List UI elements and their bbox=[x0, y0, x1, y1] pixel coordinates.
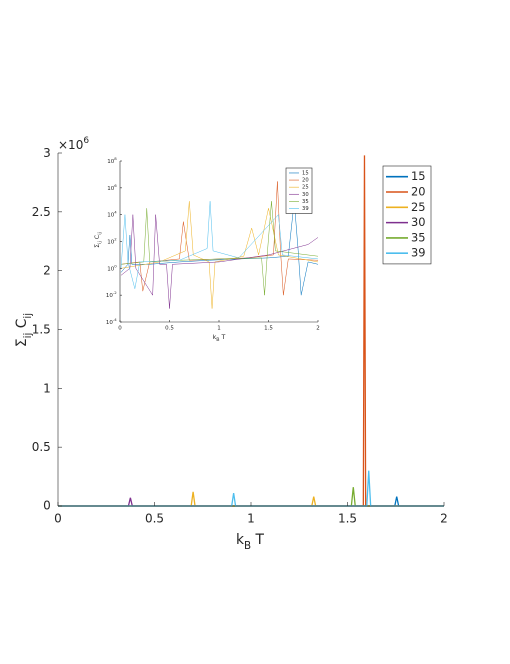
tick-exponent: 4 bbox=[114, 209, 117, 214]
tick-base: 10 bbox=[107, 239, 114, 245]
y-tick-label: 10-4 bbox=[106, 317, 117, 326]
y-tick-label: 106 bbox=[107, 182, 117, 191]
tick-base: 10 bbox=[106, 320, 113, 326]
y-tick-label: 108 bbox=[107, 156, 117, 165]
label-part: B bbox=[216, 337, 219, 343]
y-axis-label: Σij Cij bbox=[94, 232, 103, 248]
x-tick-label: 1.5 bbox=[338, 512, 357, 526]
legend-box bbox=[382, 165, 432, 265]
multiplier-exponent: 6 bbox=[83, 136, 89, 146]
legend-label: 20 bbox=[411, 185, 426, 199]
x-tick-label: 0.5 bbox=[145, 512, 164, 526]
legend-label: 15 bbox=[411, 169, 426, 183]
y-tick-label: 0.5 bbox=[32, 440, 51, 454]
tick-base: 1 bbox=[43, 381, 51, 395]
tick-exponent: -4 bbox=[113, 317, 117, 322]
x-axis-label: kB T bbox=[213, 334, 226, 343]
series-line bbox=[120, 201, 319, 289]
label-part: ij bbox=[97, 232, 103, 235]
label-part: B bbox=[244, 540, 251, 552]
y-tick-label: 2 bbox=[43, 263, 51, 277]
y-tick-label: 1 bbox=[43, 381, 51, 395]
x-tick-label: 1 bbox=[247, 512, 255, 526]
y-tick-label: 1.5 bbox=[32, 322, 51, 336]
tick-base: 0.5 bbox=[32, 440, 51, 454]
label-part: k bbox=[236, 532, 244, 548]
x-tick-label: 0 bbox=[118, 326, 122, 332]
y-tick-label: 10-2 bbox=[106, 290, 117, 299]
multiplier-base: ×10 bbox=[58, 138, 83, 152]
legend-label: 35 bbox=[411, 230, 426, 244]
legend-label: 25 bbox=[411, 200, 426, 214]
series-line bbox=[120, 201, 319, 296]
label-part: T bbox=[220, 334, 226, 341]
tick-base: 3 bbox=[43, 146, 51, 160]
label-part: ij bbox=[97, 241, 103, 244]
label-part: ij bbox=[22, 333, 34, 339]
inset-background bbox=[120, 161, 318, 322]
y-multiplier: ×106 bbox=[58, 136, 89, 152]
legend-label: 30 bbox=[302, 192, 309, 198]
series-line bbox=[58, 470, 444, 507]
tick-exponent: 0 bbox=[114, 263, 117, 268]
x-tick-label: 0.5 bbox=[165, 326, 174, 332]
tick-exponent: 8 bbox=[114, 156, 117, 161]
y-axis-label: Σij Cij bbox=[14, 313, 34, 347]
tick-base: 10 bbox=[107, 159, 114, 165]
y-tick-label: 2.5 bbox=[32, 204, 51, 218]
legend-label: 39 bbox=[302, 206, 309, 212]
y-tick-label: 100 bbox=[107, 263, 117, 272]
legend-label: 25 bbox=[302, 185, 309, 191]
x-tick-label: 0 bbox=[54, 512, 62, 526]
y-tick-label: 0 bbox=[43, 499, 51, 513]
label-part: ij bbox=[22, 313, 34, 319]
tick-exponent: -2 bbox=[113, 290, 117, 295]
label-part: Σ bbox=[14, 338, 30, 347]
series-line bbox=[120, 214, 319, 309]
legend-box bbox=[285, 167, 313, 214]
tick-base: 10 bbox=[107, 185, 114, 191]
x-tick-label: 2 bbox=[440, 512, 448, 526]
tick-base: 2 bbox=[43, 263, 51, 277]
tick-exponent: 6 bbox=[114, 182, 117, 187]
label-part: Σ bbox=[94, 244, 101, 248]
tick-exponent: 2 bbox=[114, 236, 117, 241]
tick-base: 10 bbox=[106, 293, 113, 299]
y-tick-label: 102 bbox=[107, 236, 117, 245]
label-part: C bbox=[94, 234, 101, 241]
x-tick-label: 1.5 bbox=[264, 326, 273, 332]
label-part: k bbox=[213, 334, 217, 341]
x-tick-label: 1 bbox=[217, 326, 221, 332]
tick-base: 2.5 bbox=[32, 204, 51, 218]
tick-base: 1.5 bbox=[32, 322, 51, 336]
legend-label: 39 bbox=[411, 246, 426, 260]
series-line bbox=[120, 201, 319, 309]
label-part: C bbox=[14, 319, 30, 333]
legend-label: 35 bbox=[302, 199, 309, 205]
legend-label: 20 bbox=[302, 178, 309, 184]
tick-base: 10 bbox=[107, 212, 114, 218]
x-tick-label: 2 bbox=[316, 326, 320, 332]
legend-label: 15 bbox=[302, 170, 309, 176]
legend-label: 30 bbox=[411, 215, 426, 229]
label-part: T bbox=[251, 532, 264, 548]
tick-base: 10 bbox=[107, 266, 114, 272]
y-tick-label: 104 bbox=[107, 209, 117, 218]
x-axis-label: kB T bbox=[236, 532, 264, 552]
y-tick-label: 3 bbox=[43, 146, 51, 160]
